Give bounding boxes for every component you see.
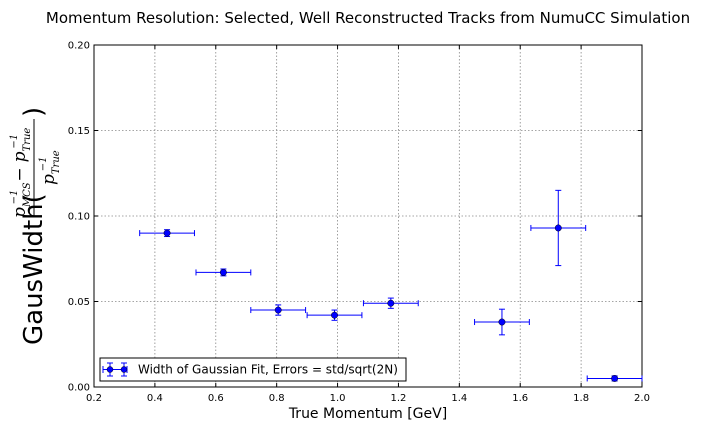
y-axis-label-prefix: GausWidth( — [19, 193, 49, 345]
data-point — [139, 229, 195, 238]
data-points — [139, 189, 643, 382]
data-point — [362, 297, 419, 309]
x-tick-label: 1.8 — [573, 393, 589, 404]
y-tick-label: 0.15 — [68, 126, 90, 137]
data-marker — [611, 375, 619, 382]
x-tick-label: 1.4 — [451, 393, 467, 404]
grid — [94, 45, 642, 387]
x-tick-label: 1.0 — [330, 393, 346, 404]
legend-box — [99, 357, 407, 382]
x-tick-label: 0.4 — [147, 393, 163, 404]
data-marker — [498, 318, 506, 326]
x-tick-label: 2.0 — [634, 393, 650, 404]
y-axis-label-suffix: ) — [19, 107, 49, 117]
x-tick-label: 1.6 — [512, 393, 528, 404]
data-marker — [331, 311, 338, 319]
x-tick-label: 1.2 — [390, 393, 406, 404]
y-axis-label-denominator: pTrue−1 — [38, 150, 62, 185]
x-tick-label: 0.6 — [208, 393, 224, 404]
y-tick-label: 0.20 — [68, 41, 90, 52]
y-axis-label: GausWidth( pMCS−1−pTrue−1 pTrue−1 ) — [9, 107, 62, 345]
x-tick-label: 0.2 — [86, 393, 102, 404]
tick-labels: 0.2 0.4 0.6 0.8 1.0 1.2 1.4 1.6 1.8 2.0 0.00 0.05 0.… — [68, 41, 650, 405]
y-tick-label: 0.10 — [68, 212, 90, 223]
data-point — [530, 189, 587, 267]
data-marker — [274, 306, 282, 314]
y-axis-label-numerator: pMCS−1−pTrue−1 — [9, 128, 33, 218]
data-marker — [387, 299, 395, 307]
data-marker — [219, 268, 227, 276]
y-tick-label: 0.05 — [68, 297, 90, 308]
data-point — [474, 308, 530, 336]
legend: Width of Gaussian Fit, Errors = std/sqrt… — [99, 357, 407, 382]
x-tick-label: 0.8 — [269, 393, 285, 404]
legend-marker — [102, 362, 128, 377]
axes — [93, 44, 643, 388]
data-point — [195, 268, 252, 277]
legend-label: Width of Gaussian Fit, Errors = std/sqrt… — [138, 363, 398, 377]
data-marker — [554, 224, 562, 232]
data-point — [250, 304, 307, 316]
chart-title: Momentum Resolution: Selected, Well Reco… — [46, 9, 690, 27]
y-tick-label: 0.00 — [68, 383, 90, 394]
plot-frame — [93, 44, 643, 388]
x-axis-label: True Momentum [GeV] — [288, 406, 447, 422]
data-point — [586, 375, 643, 382]
data-point — [306, 309, 363, 321]
data-marker — [163, 229, 171, 237]
